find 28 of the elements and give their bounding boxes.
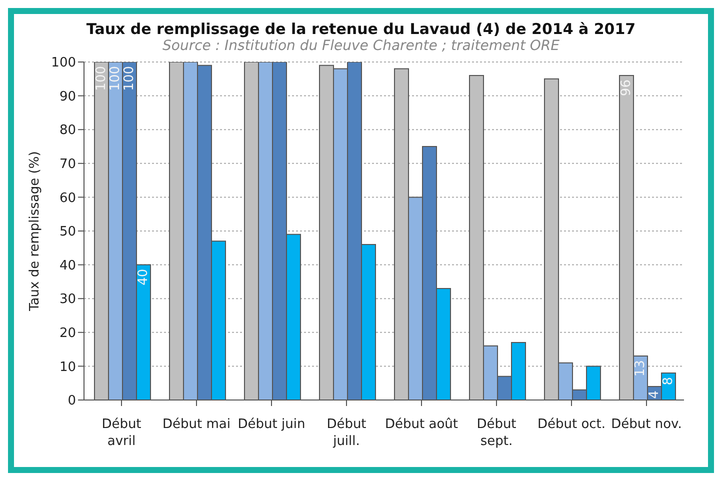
y-tick-label: 70 [59,157,76,172]
y-tick-label: 0 [68,394,76,409]
data-label: 100 [108,66,123,91]
x-tick-label: Début juin [238,417,306,432]
y-tick-label: 60 [59,190,76,206]
y-tick-label: 80 [59,123,76,138]
y-tick-label: 90 [59,89,76,104]
x-tick-label: Début oct. [537,417,606,432]
x-tick-label: Début août [385,417,458,432]
y-tick-label: 10 [59,360,76,375]
data-label: 40 [136,268,151,286]
data-label: 4 [647,390,662,399]
x-tick-label: Début avril [102,417,142,449]
y-tick-label: 100 [51,56,76,71]
data-label: 8 [661,376,676,386]
y-tick-label: 50 [59,224,76,240]
x-tick-label: Début sept. [476,417,516,449]
y-tick-label: 40 [59,258,76,274]
x-tick-label: Début nov. [611,417,682,432]
data-label: 100 [122,66,137,91]
x-tick-label: Début juill. [326,417,366,449]
chart-title: Taux de remplissage de la retenue du Lavaud (4) de 2014 à 2017 [85,20,637,38]
y-tick-label: 20 [59,326,76,342]
y-tick-label: 30 [59,292,76,308]
chart-subtitle: Source : Institution du Fleuve Charente ; traitement ORE [162,38,560,54]
x-tick-label: Début mai [162,417,230,432]
data-label: 13 [633,360,648,377]
y-axis-title: Taux de remplissage (%) [28,151,43,312]
